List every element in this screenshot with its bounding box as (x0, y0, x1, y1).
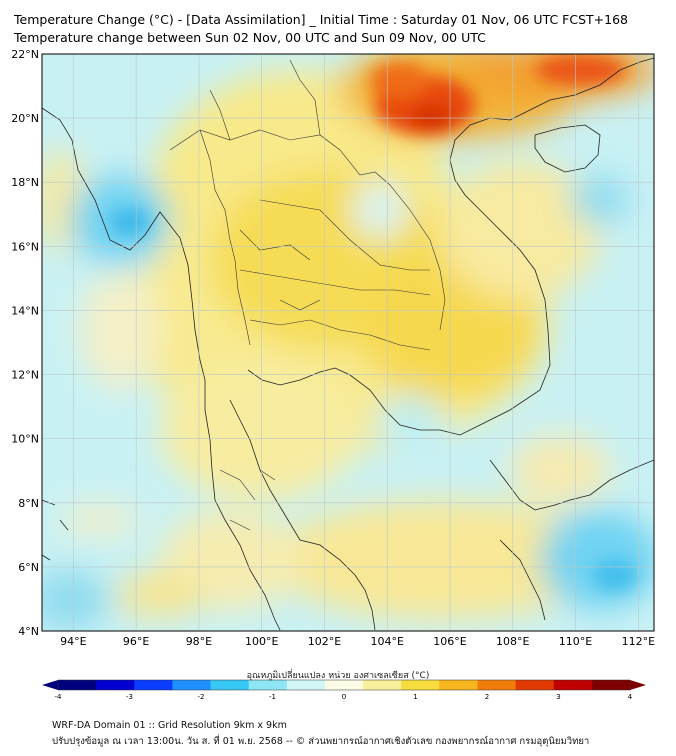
colorbar-min-arrow (42, 680, 58, 690)
colorbar-tick-label: 3 (556, 693, 560, 700)
latitude-tick-label: 22°N (11, 48, 39, 61)
longitude-tick-label: 98°E (186, 635, 212, 648)
colorbar-segment (591, 680, 631, 690)
colorbar-segment (439, 680, 478, 690)
colorbar-segment (324, 680, 364, 690)
longitude-tick-label: 96°E (123, 635, 149, 648)
colorbar-tick-label: 0 (342, 693, 346, 700)
colorbar-segment (96, 680, 135, 690)
longitude-tick-label: 110°E (559, 635, 592, 648)
footer-model-info: WRF-DA Domain 01 :: Grid Resolution 9km … (52, 720, 287, 731)
province-borders (169, 59, 446, 531)
latitude-labels: 4°N 6°N 8°N 10°N 12°N 14°N 16°N 18°N 20°N 22°N (11, 48, 39, 638)
colorbar-tick-label: -4 (55, 693, 63, 700)
longitude-tick-label: 108°E (496, 635, 529, 648)
colorbar-segment (134, 680, 173, 690)
latitude-tick-label: 12°N (11, 369, 39, 382)
longitude-tick-label: 112°E (622, 635, 655, 648)
temperature-field (42, 54, 654, 631)
longitude-tick-label: 106°E (433, 635, 466, 648)
longitude-labels: 94°E 96°E 98°E 100°E 102°E 104°E 106°E 108°E 110… (60, 635, 655, 648)
colorbar-tick-label: -1 (269, 693, 276, 700)
colorbar-segment (401, 680, 440, 690)
map-gridlines (42, 54, 654, 631)
longitude-tick-label: 102°E (308, 635, 341, 648)
colorbar-segment (286, 680, 326, 690)
colorbar-label: อุณหภูมิเปลี่ยนแปลง หน่วย องศาเซลเซียส (… (246, 671, 430, 681)
footer-credit: ปรับปรุงข้อมูล ณ เวลา 13:00น. วัน ส. ที่… (52, 736, 590, 747)
colorbar-tick-label: 1 (413, 693, 417, 700)
temperature-change-map: 4°N 6°N 8°N 10°N 12°N 14°N 16°N 18°N 20°N 22°N 94… (11, 48, 655, 700)
colorbar-tick-label: 2 (485, 693, 489, 700)
colorbar-segment (477, 680, 517, 690)
map-title: Temperature Change (°C) - [Data Assimila… (14, 12, 629, 27)
latitude-tick-label: 8°N (18, 497, 39, 510)
longitude-tick-label: 94°E (60, 635, 86, 648)
colorbar-frame (57, 679, 631, 691)
latitude-tick-label: 6°N (18, 561, 39, 574)
colorbar (42, 679, 646, 691)
colorbar-segment (58, 680, 97, 690)
longitude-tick-label: 100°E (245, 635, 278, 648)
colorbar-segment (553, 680, 593, 690)
latitude-tick-label: 16°N (11, 240, 39, 253)
latitude-tick-label: 4°N (18, 625, 39, 638)
latitude-tick-label: 20°N (11, 112, 39, 125)
colorbar-segment (363, 680, 402, 690)
colorbar-tick-label: -2 (198, 693, 205, 700)
latitude-tick-label: 18°N (11, 176, 39, 189)
map-frame (41, 53, 655, 632)
colorbar-segment (248, 680, 288, 690)
longitude-tick-label: 104°E (371, 635, 404, 648)
colorbar-ticks: -4 -3 -2 -1 0 1 2 3 4 (55, 693, 633, 700)
latitude-tick-label: 14°N (11, 304, 39, 317)
colorbar-segment (515, 680, 555, 690)
colorbar-max-arrow (630, 680, 646, 690)
colorbar-segment (172, 680, 212, 690)
colorbar-tick-label: 4 (628, 693, 633, 700)
colorbar-segment (210, 680, 250, 690)
latitude-tick-label: 10°N (11, 433, 39, 446)
coastlines (42, 57, 654, 631)
colorbar-tick-label: -3 (126, 693, 133, 700)
map-subtitle: Temperature change between Sun 02 Nov, 0… (14, 30, 486, 45)
